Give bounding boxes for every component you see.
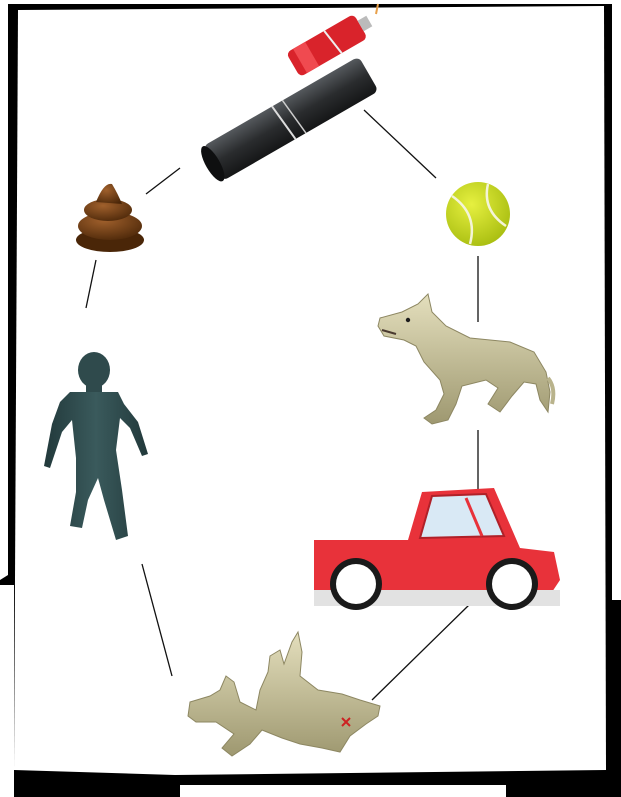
edge-poop-firecracker bbox=[145, 167, 181, 195]
tennis-ball-icon bbox=[446, 182, 510, 246]
edge-person-poop bbox=[85, 259, 97, 309]
firecracker-icon bbox=[201, 3, 379, 182]
edge-deaddog-person bbox=[141, 563, 173, 677]
red-car-icon bbox=[314, 488, 560, 610]
cycle-connectors bbox=[85, 109, 479, 701]
dead-dog-icon bbox=[187, 630, 381, 757]
edge-firecracker-ball bbox=[363, 109, 437, 179]
poop-icon bbox=[76, 183, 144, 252]
barking-dog-icon bbox=[377, 293, 556, 425]
person-icon bbox=[44, 352, 148, 540]
edge-car-deaddog bbox=[371, 603, 471, 701]
